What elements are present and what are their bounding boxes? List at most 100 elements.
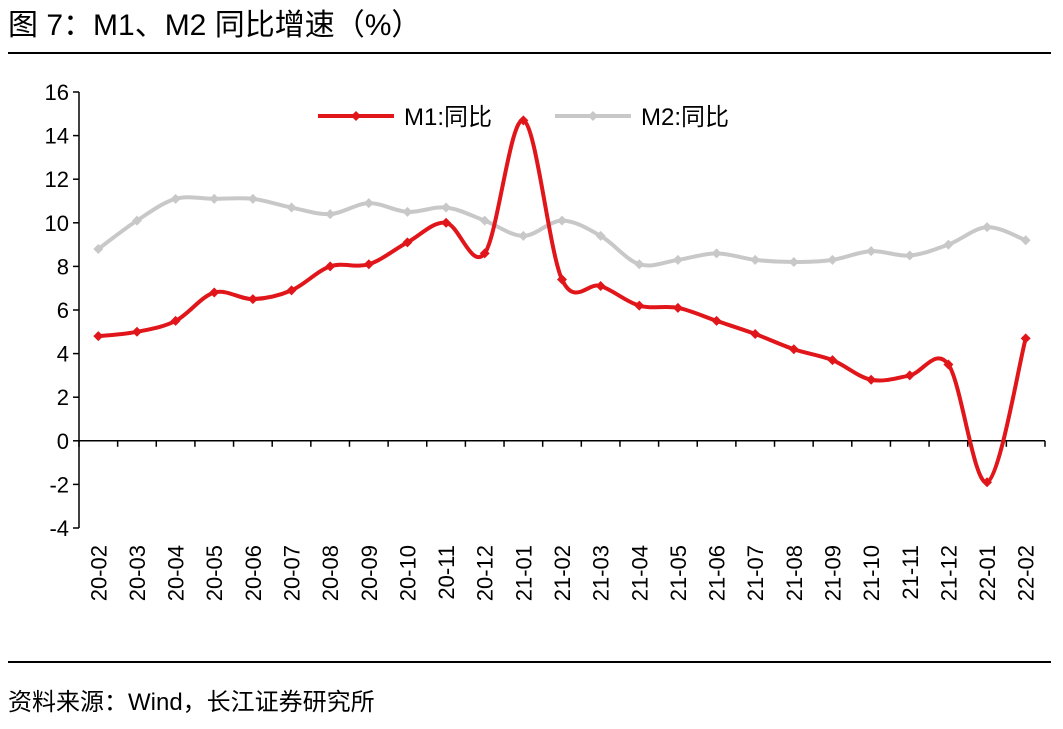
x-tick-label: 21-10 [859, 545, 884, 601]
m2-data-point [672, 254, 683, 265]
m1-data-point [634, 300, 645, 311]
m1-data-point [904, 370, 915, 381]
m1-data-point [866, 374, 877, 385]
x-tick-label: 21-02 [550, 545, 575, 601]
m1-data-point [209, 287, 220, 298]
x-tick-label: 21-07 [743, 545, 768, 601]
m1-data-point [479, 248, 490, 259]
m2-data-point [325, 209, 336, 220]
y-tick-label: 8 [57, 254, 69, 279]
m1-data-point [557, 274, 567, 285]
source-divider [8, 661, 1051, 663]
source-note: 资料来源：Wind，长江证券研究所 [8, 689, 375, 716]
x-tick-label: 20-09 [357, 545, 382, 601]
m2-data-point [982, 222, 993, 233]
x-tick-label: 21-01 [511, 545, 536, 601]
y-tick-label: 14 [45, 124, 69, 149]
x-tick-label: 20-05 [202, 545, 227, 601]
m2-data-point [131, 215, 142, 226]
figure-title: 图 7：M1、M2 同比增速（%） [8, 9, 422, 42]
m1-data-point [363, 259, 374, 270]
m1-data-point [93, 331, 104, 342]
m2-data-point [943, 239, 954, 250]
y-tick-label: 0 [57, 429, 69, 454]
m1-legend-marker [351, 111, 361, 121]
x-tick-label: 20-11 [434, 545, 459, 600]
m2-data-point [363, 198, 374, 209]
m2-series-line [96, 195, 1028, 268]
y-tick-label: 6 [57, 298, 69, 323]
m2-data-point [595, 230, 606, 241]
m1-legend-label: M1:同比 [404, 104, 492, 131]
m2-data-point [634, 259, 645, 270]
x-tick-label: 20-07 [280, 545, 305, 601]
m2-data-point [788, 257, 799, 268]
m1-data-point [131, 326, 142, 337]
m2-data-point [827, 254, 838, 265]
m2-data-point [518, 230, 529, 241]
m1-m2-line-chart: -4 -2 0 2 4 6 8 10 12 14 16 20-02 20-03 20-04 20-05 20-… [45, 80, 1046, 601]
m2-data-point [904, 250, 915, 261]
x-tick-label: 21-06 [705, 545, 730, 601]
x-tick-label: 21-04 [627, 545, 652, 601]
m1-data-point [982, 477, 993, 488]
m2-data-point [750, 254, 761, 265]
m1-data-point [286, 285, 297, 296]
m1-data-point [441, 217, 452, 228]
x-tick-label: 22-01 [975, 545, 1000, 601]
y-tick-label: 2 [57, 385, 69, 410]
m1-data-point [518, 115, 529, 126]
x-tick-label: 21-03 [589, 545, 614, 601]
m2-data-point [286, 202, 297, 213]
m2-data-point [866, 246, 877, 257]
m1-data-point [943, 359, 954, 370]
m1-data-point [247, 294, 258, 305]
x-tick-label: 20-12 [473, 545, 498, 601]
y-tick-label: 12 [45, 167, 69, 192]
m2-data-point [557, 215, 567, 226]
m1-data-point [827, 355, 838, 366]
m1-data-point [595, 281, 606, 292]
m1-series-line [96, 118, 1028, 485]
m2-data-point [170, 193, 181, 204]
m1-data-point [788, 344, 799, 355]
legend: M1:同比 M2:同比 [318, 104, 729, 131]
y-tick-label: 10 [45, 211, 69, 236]
m2-data-point [479, 215, 490, 226]
y-tick-label: -4 [49, 516, 69, 541]
x-tick-label: 20-03 [125, 545, 150, 601]
m2-data-point [247, 193, 258, 204]
m2-data-point [209, 193, 220, 204]
m1-data-point [672, 302, 683, 313]
x-tick-label: 20-02 [86, 545, 111, 601]
x-tick-label: 21-08 [782, 545, 807, 601]
x-tick-label: 21-11 [898, 545, 923, 600]
m2-legend-label: M2:同比 [641, 104, 729, 131]
m1-data-point [750, 328, 761, 339]
x-tick-label: 20-08 [318, 545, 343, 601]
m1-data-point [711, 315, 722, 326]
m2-data-point [441, 202, 452, 213]
m1-data-point [402, 237, 413, 248]
m1-data-point [170, 315, 181, 326]
axes: -4 -2 0 2 4 6 8 10 12 14 16 20-02 20-03 20-04 20-05 20-… [45, 80, 1046, 601]
title-divider [8, 52, 1051, 54]
x-tick-label: 20-04 [164, 545, 189, 601]
m1-data-point [325, 261, 336, 272]
m1-data-point [1020, 333, 1031, 344]
m2-data-point [93, 243, 104, 254]
m2-data-point [711, 248, 722, 259]
x-tick-label: 21-05 [666, 545, 691, 601]
x-tick-label: 21-09 [820, 545, 845, 601]
m2-legend-marker [588, 111, 598, 121]
x-tick-label: 21-12 [936, 545, 961, 601]
m2-data-point [1020, 235, 1031, 246]
x-tick-label: 20-06 [241, 545, 266, 601]
y-tick-label: -2 [49, 472, 69, 497]
series-lines [93, 115, 1031, 488]
y-tick-label: 16 [45, 80, 69, 105]
x-tick-label: 20-10 [395, 545, 420, 601]
x-tick-label: 22-02 [1014, 545, 1039, 601]
m2-data-point [402, 206, 413, 217]
y-tick-label: 4 [57, 342, 69, 367]
